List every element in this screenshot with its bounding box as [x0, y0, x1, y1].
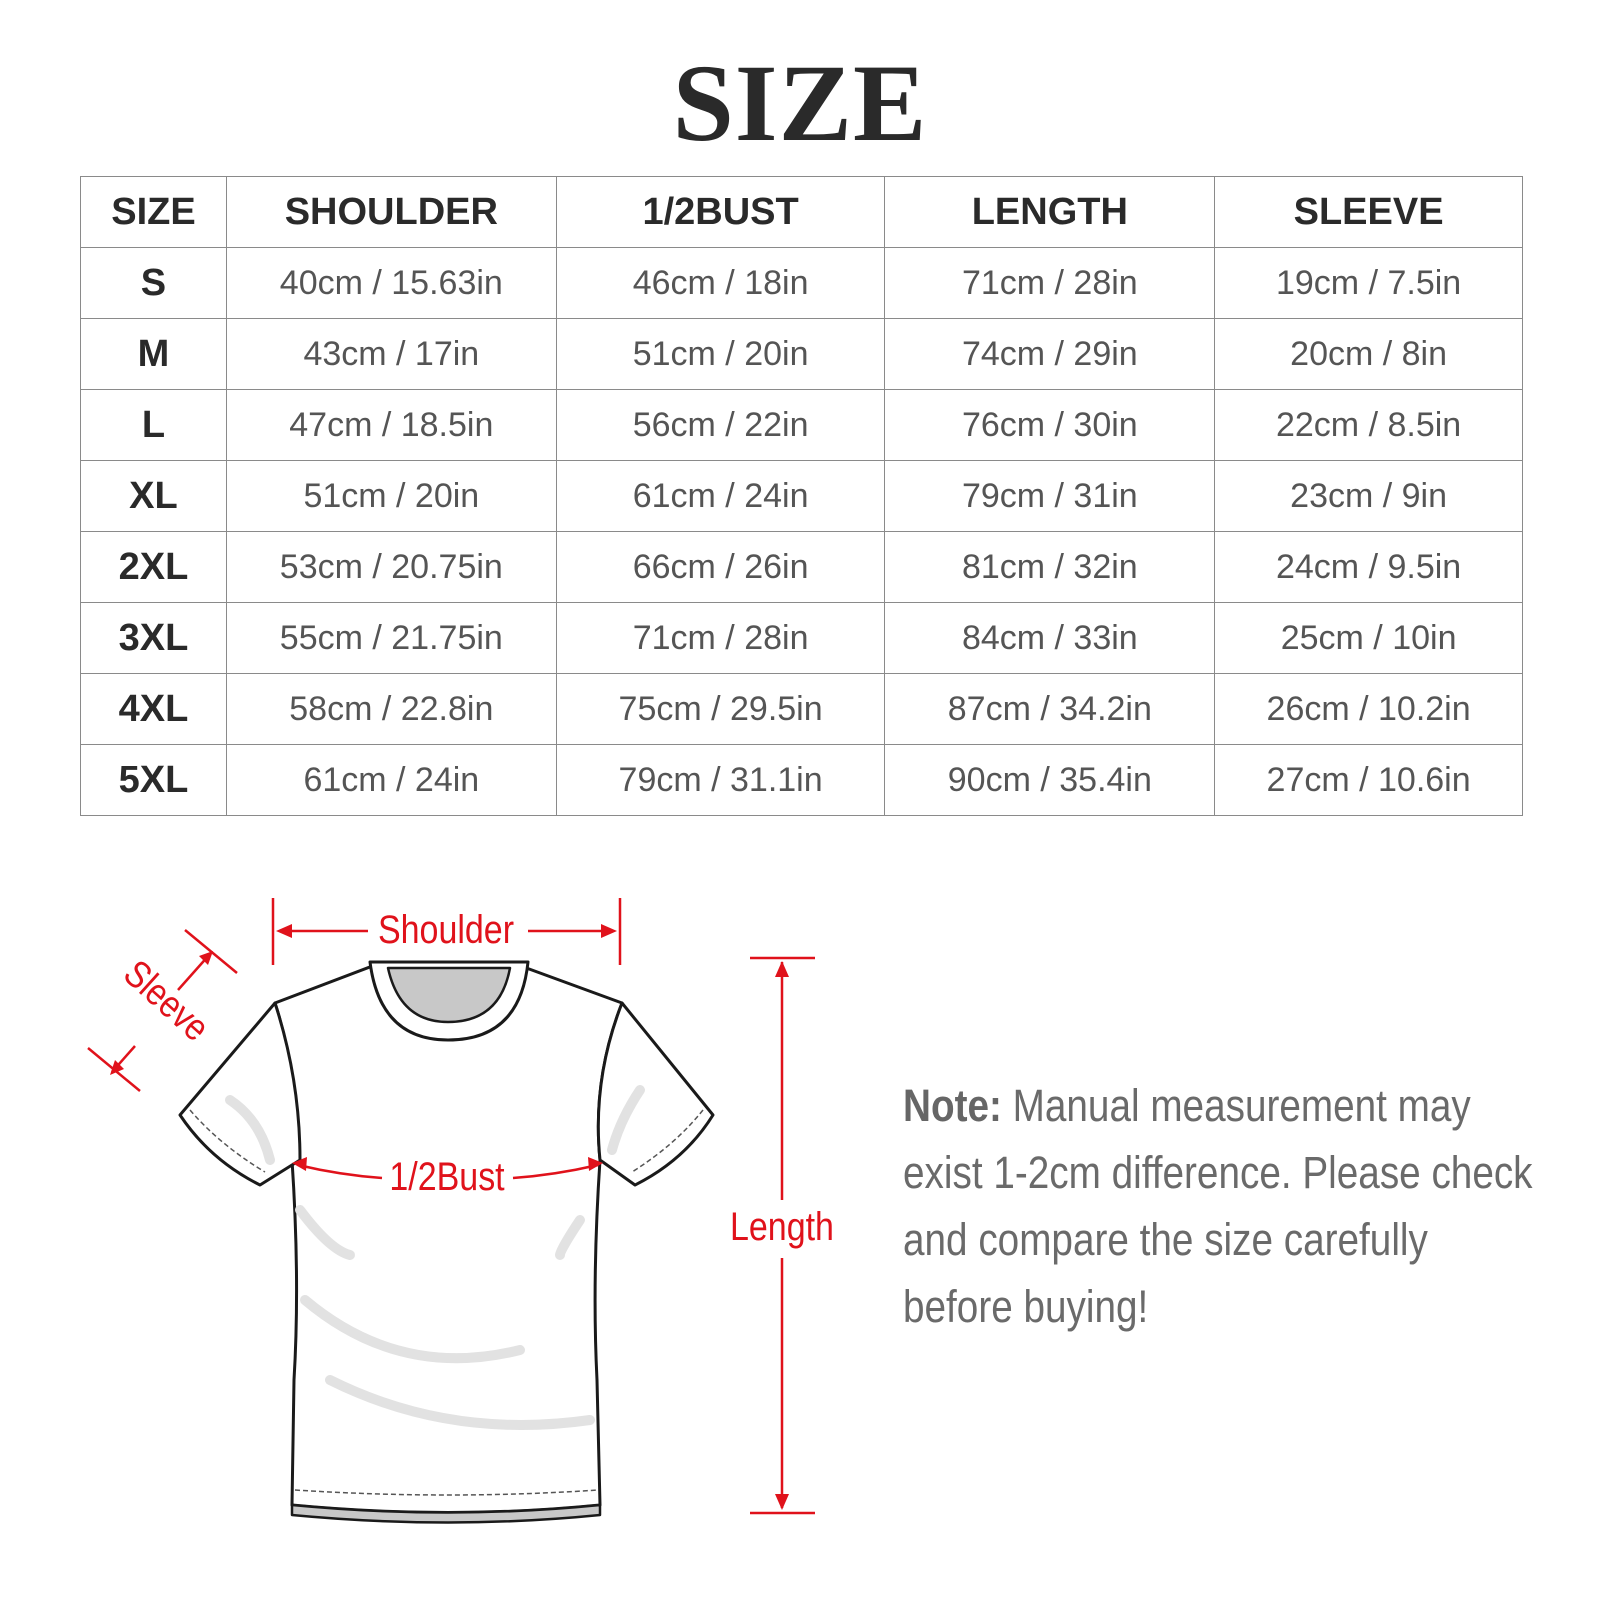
measurement-cell: 19cm / 7.5in — [1214, 247, 1523, 319]
sleeve-label: Sleeve — [116, 952, 217, 1049]
measurement-cell: 61cm / 24in — [555, 460, 886, 532]
measurement-cell: 22cm / 8.5in — [1214, 389, 1523, 461]
measurement-cell: 24cm / 9.5in — [1214, 531, 1523, 603]
measurement-cell: 53cm / 20.75in — [225, 531, 557, 603]
shoulder-label: Shoulder — [378, 906, 514, 951]
table-row: S 40cm / 15.63in 46cm / 18in 71cm / 28in 19c… — [80, 247, 1523, 319]
size-cell: 4XL — [80, 673, 227, 745]
measurement-cell: 20cm / 8in — [1214, 318, 1523, 390]
size-cell: XL — [80, 460, 227, 532]
measurement-cell: 23cm / 9in — [1214, 460, 1523, 532]
table-header-row: SIZE SHOULDER 1/2BUST LENGTH SLEEVE — [80, 176, 1523, 248]
table-row: L 47cm / 18.5in 56cm / 22in 76cm / 30in 22cm… — [80, 389, 1523, 461]
measurement-cell: 74cm / 29in — [884, 318, 1216, 390]
size-cell: 2XL — [80, 531, 227, 603]
measurement-cell: 56cm / 22in — [555, 389, 886, 461]
measurement-cell: 79cm / 31.1in — [555, 744, 886, 816]
table-row: 4XL 58cm / 22.8in 75cm / 29.5in 87cm / 34.2… — [80, 673, 1523, 745]
measurement-note: Note: Manual measurement may exist 1-2cm… — [903, 1072, 1544, 1340]
measurement-cell: 61cm / 24in — [225, 744, 557, 816]
measurement-cell: 66cm / 26in — [555, 531, 886, 603]
measurement-cell: 55cm / 21.75in — [225, 602, 557, 674]
size-cell: M — [80, 318, 227, 390]
column-header: SLEEVE — [1214, 176, 1523, 248]
measurement-arrows — [87, 898, 815, 1515]
measurement-cell: 47cm / 18.5in — [225, 389, 557, 461]
table-row: 5XL 61cm / 24in 79cm / 31.1in 90cm / 35.4in… — [80, 744, 1523, 816]
column-header: SHOULDER — [225, 176, 557, 248]
measurement-cell: 25cm / 10in — [1214, 602, 1523, 674]
measurement-cell: 27cm / 10.6in — [1214, 744, 1523, 816]
tshirt-measurement-diagram: Shoulder 1/2Bust Length Sleeve — [87, 898, 834, 1524]
column-header: LENGTH — [884, 176, 1216, 248]
size-cell: L — [80, 389, 227, 461]
size-cell: S — [80, 247, 227, 319]
measurement-cell: 76cm / 30in — [884, 389, 1216, 461]
measurement-cell: 58cm / 22.8in — [225, 673, 557, 745]
measurement-cell: 51cm / 20in — [225, 460, 557, 532]
measurement-cell: 26cm / 10.2in — [1214, 673, 1523, 745]
size-cell: 3XL — [80, 602, 227, 674]
measurement-cell: 71cm / 28in — [884, 247, 1216, 319]
tshirt-illustration — [178, 960, 715, 1524]
column-header: 1/2BUST — [555, 176, 886, 248]
size-table: SIZE SHOULDER 1/2BUST LENGTH SLEEVE S 40cm / … — [80, 176, 1523, 816]
table-row: 3XL 55cm / 21.75in 71cm / 28in 84cm / 33in 2… — [80, 602, 1523, 674]
measurement-cell: 40cm / 15.63in — [225, 247, 557, 319]
measurement-cell: 75cm / 29.5in — [555, 673, 886, 745]
measurement-cell: 71cm / 28in — [555, 602, 886, 674]
measurement-cell: 43cm / 17in — [225, 318, 557, 390]
measurement-cell: 79cm / 31in — [884, 460, 1216, 532]
table-row: M 43cm / 17in 51cm / 20in 74cm / 29in 20cm /… — [80, 318, 1523, 390]
length-label: Length — [730, 1203, 834, 1248]
page-title: SIZE — [672, 42, 928, 164]
table-row: XL 51cm / 20in 61cm / 24in 79cm / 31in 23cm … — [80, 460, 1523, 532]
measurement-cell: 81cm / 32in — [884, 531, 1216, 603]
bust-label: 1/2Bust — [389, 1153, 505, 1198]
size-cell: 5XL — [80, 744, 227, 816]
measurement-cell: 87cm / 34.2in — [884, 673, 1216, 745]
table-row: 2XL 53cm / 20.75in 66cm / 26in 81cm / 32in 2… — [80, 531, 1523, 603]
measurement-cell: 84cm / 33in — [884, 602, 1216, 674]
note-text: Manual measurement may exist 1-2cm diffe… — [903, 1080, 1533, 1332]
note-label: Note: — [903, 1080, 1002, 1131]
measurement-cell: 46cm / 18in — [555, 247, 886, 319]
measurement-cell: 90cm / 35.4in — [884, 744, 1216, 816]
column-header: SIZE — [80, 176, 227, 248]
measurement-cell: 51cm / 20in — [555, 318, 886, 390]
